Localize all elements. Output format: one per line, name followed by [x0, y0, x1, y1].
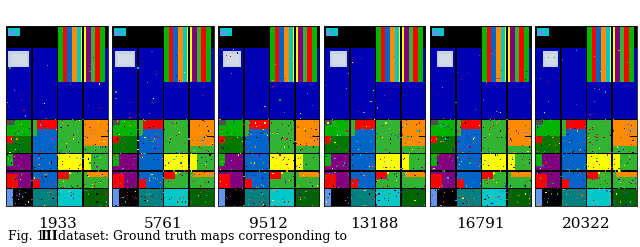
- Text: 5761: 5761: [143, 217, 182, 230]
- Text: dataset: Ground truth maps corresponding to: dataset: Ground truth maps corresponding…: [54, 230, 348, 243]
- Text: Fig. 11:: Fig. 11:: [8, 230, 60, 243]
- Text: 16791: 16791: [456, 217, 504, 230]
- Text: 13188: 13188: [350, 217, 399, 230]
- Text: 1933: 1933: [38, 217, 76, 230]
- Text: 20322: 20322: [562, 217, 611, 230]
- Text: III: III: [40, 230, 58, 243]
- Text: 9512: 9512: [249, 217, 288, 230]
